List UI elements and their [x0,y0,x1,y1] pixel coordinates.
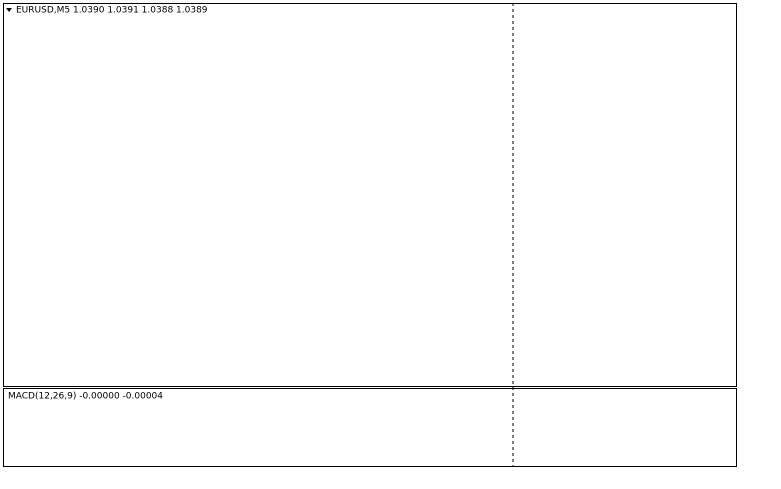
macd-frame [3,388,737,467]
macd-title: MACD(12,26,9) -0.00000 -0.00004 [8,392,163,402]
chart-title: EURUSD,M5 1.0390 1.0391 1.0388 1.0389 [16,6,208,16]
main-frame [3,3,737,387]
menu-arrow [6,8,12,12]
